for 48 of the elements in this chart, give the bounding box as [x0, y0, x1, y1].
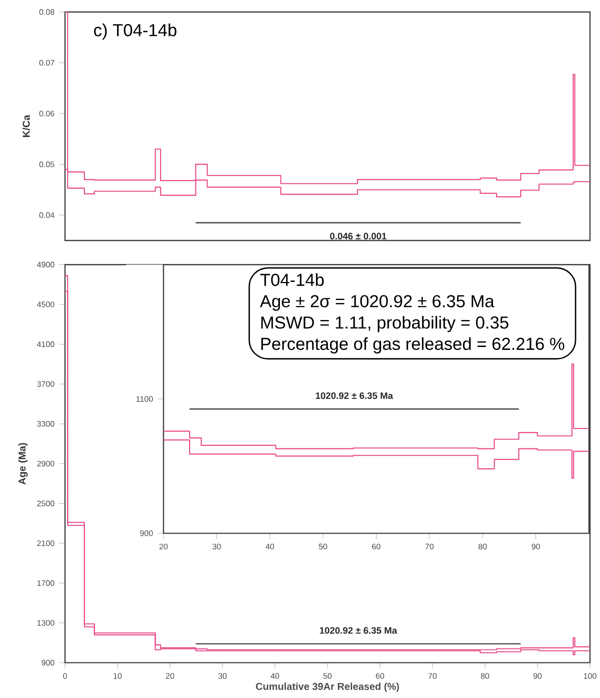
annotation: T04-14b	[260, 273, 324, 286]
y-tick-label: 4500	[36, 302, 54, 308]
y-tick-label: 2500	[37, 500, 54, 506]
x-tick-label: 50	[318, 544, 328, 550]
y-tick-label: 3700	[37, 381, 54, 387]
annotation: 1020.92 ± 6.35 Ma	[316, 392, 394, 399]
y-axis-title: Age (Ma)	[18, 443, 28, 485]
x-tick-label: 40	[266, 544, 274, 550]
x-tick-label: 70	[428, 673, 437, 679]
text: c) T04-14b	[94, 24, 176, 40]
y-tick-label: 1700	[37, 580, 54, 586]
x-tick-label: 40	[270, 673, 280, 679]
x-tick-label: 30	[218, 673, 227, 679]
annotation: 1020.92 ± 6.35 Ma	[320, 627, 398, 634]
y-tick-label: 0.06	[39, 110, 54, 116]
y-tick-label: 0.07	[39, 60, 54, 66]
x-tick-label: 0	[63, 673, 67, 679]
y-tick-label: 0.05	[39, 162, 54, 168]
y-tick-label: 0.04	[39, 212, 54, 218]
y-tick-label: 2900	[37, 460, 54, 466]
x-tick-label: 100	[584, 673, 596, 679]
y-tick-label: 3300	[37, 421, 54, 427]
x-axis-title: Cumulative 39Ar Released (%)	[256, 682, 399, 692]
x-tick-label: 90	[533, 673, 542, 679]
annotation: Percentage of gas released = 62.216 %	[261, 337, 564, 354]
x-tick-label: 80	[478, 544, 487, 550]
x-tick-label: 90	[532, 544, 540, 550]
annotation: 0.046 ± 0.001	[330, 232, 386, 240]
x-tick-label: 60	[372, 544, 380, 550]
x-tick-label: 20	[166, 673, 174, 679]
annotation: Age ± 2σ = 1020.92 ± 6.35 Ma	[260, 295, 494, 311]
y-tick-label: 1300	[37, 620, 54, 626]
x-tick-label: 50	[323, 673, 332, 679]
x-tick-label: 20	[159, 544, 168, 550]
y-tick-label: 4900	[36, 262, 54, 268]
y-tick-label: 1100	[136, 396, 153, 402]
y-tick-label: 900	[140, 530, 153, 536]
x-tick-label: 80	[480, 673, 490, 679]
annotation: MSWD = 1.11, probability = 0.35	[261, 316, 508, 332]
y-tick-label: 900	[42, 660, 54, 666]
y-tick-label: 4100	[36, 341, 54, 348]
y-axis-title: K/Ca	[22, 114, 30, 137]
x-tick-label: 60	[376, 673, 384, 679]
x-tick-label: 10	[114, 673, 122, 679]
x-tick-label: 70	[425, 544, 434, 550]
y-tick-label: 0.08	[39, 9, 54, 15]
x-tick-label: 30	[212, 544, 221, 550]
y-tick-label: 2100	[37, 540, 54, 546]
